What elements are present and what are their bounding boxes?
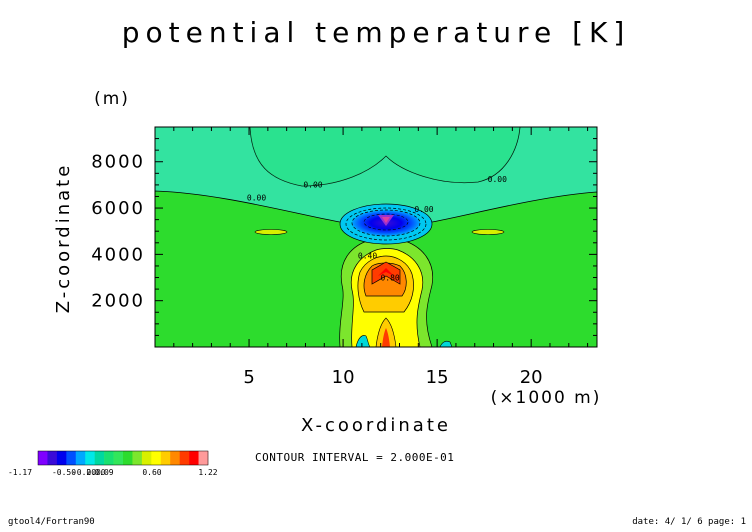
colorbar-frame — [37, 450, 209, 466]
x-axis-label: X-coordinate — [301, 415, 451, 436]
footer-left: gtool4/Fortran90 — [8, 517, 95, 527]
y-tick-label: 6000 — [91, 198, 145, 219]
colorbar-labels: -1.17 -0.50-0.200.000.09 0.60 1.22 — [8, 468, 218, 477]
colorbar-swatch — [75, 451, 86, 465]
colorbar-label: 1.22 — [198, 468, 217, 477]
colorbar-label: 0.09 — [94, 468, 113, 477]
colorbar-swatch — [66, 451, 77, 465]
plot-area — [155, 127, 597, 347]
contour-label: 0.00 — [488, 175, 507, 184]
y-tick-labels: 2000 4000 6000 8000 — [91, 152, 145, 312]
colorbar-swatch — [179, 451, 190, 465]
contour-label: 0.40 — [358, 251, 377, 260]
colorbar-swatch — [104, 451, 114, 465]
warm-core-inner — [371, 261, 401, 285]
x-axis-unit: (×1000 m) — [491, 388, 602, 408]
x-tick-label: 15 — [426, 367, 449, 388]
x-tick-label: 5 — [243, 367, 254, 388]
colorbar-swatch — [47, 451, 58, 465]
contour-label: 0.00 — [303, 181, 322, 190]
side-lens-right — [471, 229, 505, 235]
y-tick-label: 4000 — [91, 244, 145, 265]
contour-label: 0.00 — [247, 194, 266, 203]
contour-labels: 0.00 0.00 0.00 0.00 0.40 0.80 — [247, 175, 507, 283]
colorbar-swatch — [123, 451, 133, 465]
colorbar-label: 0.60 — [142, 468, 161, 477]
y-tick-label: 2000 — [91, 291, 145, 312]
x-tick-label: 20 — [520, 367, 543, 388]
colorbar-swatch — [85, 451, 95, 465]
axis-ticks — [155, 127, 597, 347]
colorbar-swatch — [113, 451, 124, 465]
y-tick-label: 8000 — [91, 152, 145, 173]
colorbar-swatch — [198, 451, 209, 465]
colorbar-swatch — [94, 451, 105, 465]
colorbar-label: -0.20 — [72, 468, 96, 477]
colorbar — [37, 450, 209, 466]
plot-frame — [154, 126, 598, 348]
colorbar-swatch — [160, 451, 171, 465]
footer-right: date: 4/ 1/ 6 page: 1 — [632, 517, 746, 527]
x-tick-label: 10 — [332, 367, 355, 388]
colorbar-swatch — [151, 451, 162, 465]
chart-title: potential temperature [K] — [122, 16, 631, 49]
contour-interval: CONTOUR INTERVAL = 2.000E-01 — [255, 451, 454, 464]
colorbar-swatch — [189, 451, 199, 465]
colorbar-swatch — [132, 451, 143, 465]
colorbar-label: 0.00 — [86, 468, 105, 477]
colorbar-label: -0.50 — [52, 468, 76, 477]
y-axis-unit: (m) — [94, 89, 130, 109]
contour-label: 0.80 — [380, 274, 399, 283]
x-tick-labels: 5 10 15 20 — [243, 367, 542, 388]
colorbar-swatch — [56, 451, 67, 465]
colorbar-swatch — [170, 451, 180, 465]
colorbar-swatch — [38, 451, 48, 465]
side-lens-left — [254, 229, 288, 235]
colorbar-swatch — [141, 451, 152, 465]
colorbar-label: -1.17 — [8, 468, 32, 477]
y-axis-label: Z-coordinate — [53, 163, 74, 314]
contour-label: 0.00 — [414, 205, 433, 214]
